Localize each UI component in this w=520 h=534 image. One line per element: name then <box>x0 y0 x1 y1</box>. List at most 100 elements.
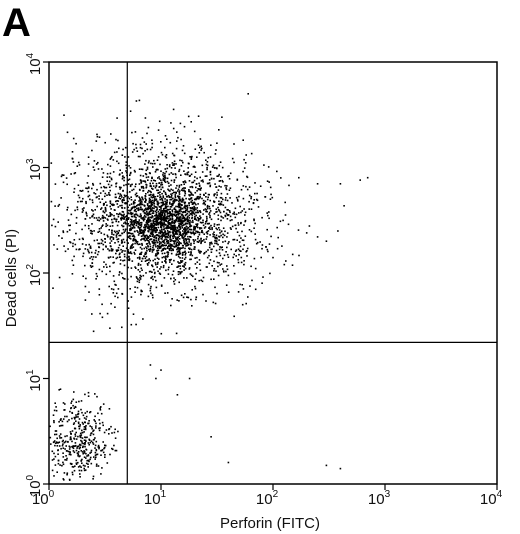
data-point <box>146 203 149 205</box>
data-point <box>152 224 154 227</box>
data-point <box>233 265 235 267</box>
data-point <box>140 225 143 227</box>
data-point <box>84 218 87 220</box>
data-point <box>221 166 224 169</box>
data-point <box>91 427 93 430</box>
data-point <box>146 204 149 206</box>
data-point <box>53 440 56 442</box>
data-point <box>130 213 132 216</box>
data-point <box>146 223 149 225</box>
data-point <box>136 230 138 232</box>
data-point <box>104 206 107 209</box>
data-point <box>139 199 142 202</box>
data-point <box>148 211 151 214</box>
data-point <box>222 198 224 201</box>
data-point <box>64 459 66 461</box>
data-point <box>122 148 124 151</box>
data-point <box>171 222 174 224</box>
data-point <box>59 433 62 435</box>
data-point <box>163 277 166 279</box>
data-point <box>83 426 86 428</box>
data-point <box>109 200 112 202</box>
data-point <box>129 229 131 232</box>
data-point <box>175 210 178 213</box>
data-point <box>187 238 189 240</box>
data-point <box>149 250 151 252</box>
data-point <box>218 223 220 226</box>
data-point <box>143 235 146 238</box>
data-point <box>69 438 72 441</box>
data-point <box>219 180 222 182</box>
data-point <box>163 226 165 228</box>
data-point <box>161 240 164 243</box>
data-point <box>95 440 98 443</box>
data-point <box>121 232 123 235</box>
data-point <box>163 222 165 224</box>
data-point <box>235 213 238 216</box>
data-point <box>70 407 73 409</box>
data-point <box>153 226 156 229</box>
data-point <box>127 196 129 198</box>
data-point <box>151 162 154 165</box>
data-point <box>62 463 65 466</box>
data-point <box>156 241 158 244</box>
data-point <box>134 286 136 288</box>
data-point <box>87 163 90 165</box>
data-point <box>111 432 113 434</box>
data-point <box>218 129 220 131</box>
data-point <box>118 186 121 188</box>
data-point <box>155 245 157 248</box>
data-point <box>206 206 209 208</box>
data-point <box>85 418 87 420</box>
data-point <box>166 177 169 180</box>
data-point <box>192 203 195 205</box>
data-point <box>197 144 200 146</box>
data-point <box>168 164 171 166</box>
data-point <box>54 444 56 447</box>
data-point <box>237 291 240 293</box>
data-point <box>179 267 182 270</box>
data-point <box>149 364 152 366</box>
data-point <box>220 230 223 233</box>
data-point <box>198 210 201 212</box>
data-point <box>173 226 175 229</box>
data-point <box>149 234 151 237</box>
data-point <box>209 244 211 246</box>
data-point <box>85 211 87 214</box>
data-point <box>159 194 161 196</box>
data-point <box>221 246 223 248</box>
data-point <box>112 288 115 291</box>
data-point <box>90 462 93 465</box>
data-point <box>203 238 205 241</box>
data-point <box>139 143 142 146</box>
data-point <box>180 271 182 274</box>
data-point <box>178 238 181 240</box>
data-point <box>204 203 206 206</box>
data-point <box>150 238 153 240</box>
data-point <box>263 164 265 166</box>
data-point <box>171 152 174 155</box>
data-point <box>100 208 102 210</box>
data-point <box>99 192 102 194</box>
data-point <box>254 238 257 241</box>
data-point <box>134 199 136 201</box>
data-point <box>131 207 134 210</box>
data-point <box>116 250 118 252</box>
data-point <box>133 203 135 205</box>
data-point <box>366 176 369 179</box>
data-point <box>129 246 132 248</box>
data-point <box>90 440 93 442</box>
data-point <box>145 186 147 189</box>
data-point <box>114 295 116 298</box>
data-point <box>83 467 85 470</box>
data-point <box>98 446 100 449</box>
data-point <box>102 243 105 246</box>
data-point <box>231 202 233 204</box>
data-point <box>56 471 58 473</box>
data-point <box>190 173 193 176</box>
data-point <box>186 212 189 215</box>
data-point <box>200 241 202 243</box>
data-point <box>82 464 85 467</box>
data-point <box>157 245 159 247</box>
data-point <box>85 202 87 205</box>
